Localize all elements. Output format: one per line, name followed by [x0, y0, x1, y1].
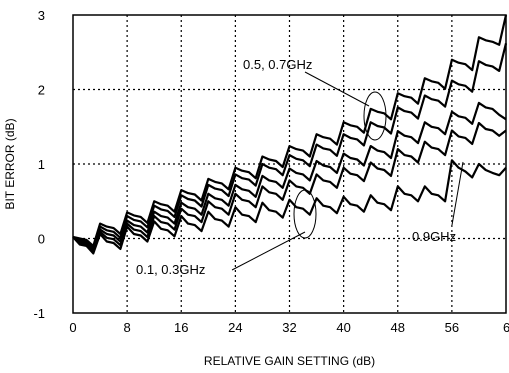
- x-tick-label: 32: [282, 320, 296, 335]
- x-axis-label: RELATIVE GAIN SETTING (dB): [204, 354, 375, 368]
- x-tick-label: 40: [336, 320, 350, 335]
- annotation-leader-high: [304, 71, 370, 107]
- series-line-1: [72, 159, 507, 255]
- x-tick-label: 56: [445, 320, 459, 335]
- annotations: 0.5, 0.7GHz 0.1, 0.3GHz 0.9GHz: [136, 57, 464, 277]
- grid-lines: [73, 15, 506, 313]
- x-tick-label: 8: [124, 320, 131, 335]
- x-tick-label: 24: [228, 320, 242, 335]
- series-line-2: [72, 121, 507, 253]
- x-tick-labels: 0 8 16 24 32 40 48 56 6: [69, 320, 509, 335]
- annotation-leader-09: [451, 161, 464, 226]
- annotation-label-low: 0.1, 0.3GHz: [136, 262, 205, 277]
- y-tick-labels: -1 0 1 2 3: [33, 8, 45, 321]
- annotation-ellipse-low: [293, 189, 317, 239]
- annotation-leader-low: [231, 231, 306, 271]
- y-tick-label: 2: [38, 83, 45, 98]
- y-tick-label: 0: [38, 232, 45, 247]
- y-tick-label: -1: [33, 306, 45, 321]
- annotation-label-high: 0.5, 0.7GHz: [243, 57, 312, 72]
- x-tick-label: 48: [391, 320, 405, 335]
- x-tick-label: 6: [503, 320, 509, 335]
- x-tick-label: 16: [174, 320, 188, 335]
- series-lines: [72, 14, 508, 255]
- annotation-label-09: 0.9GHz: [412, 229, 456, 244]
- series-line-4: [72, 43, 508, 249]
- series-line-5: [72, 14, 508, 247]
- x-tick-label: 0: [69, 320, 76, 335]
- y-axis-label: BIT ERROR (dB): [3, 118, 17, 209]
- annotation-ellipse-high: [363, 91, 387, 141]
- series-line-3: [72, 101, 507, 251]
- plot-frame: [72, 14, 507, 314]
- y-tick-label: 3: [38, 8, 45, 23]
- y-tick-label: 1: [38, 157, 45, 172]
